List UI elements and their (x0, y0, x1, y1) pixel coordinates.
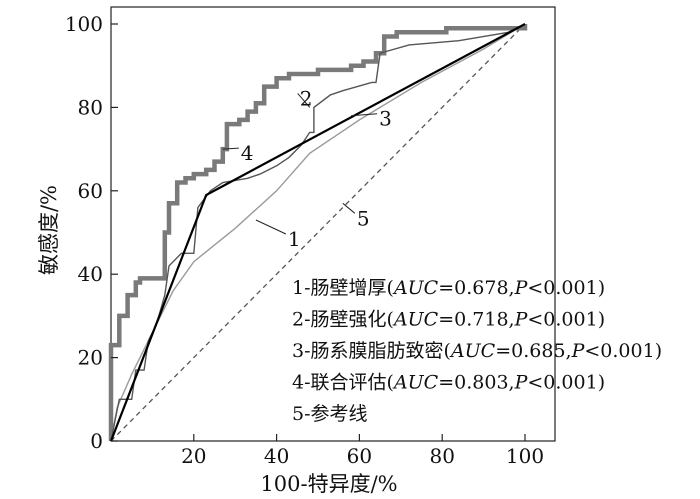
x-tick-label: 20 (181, 444, 206, 468)
roc-curve-3 (109, 23, 526, 442)
y-tick-label: 100 (65, 12, 103, 36)
y-tick-label: 80 (78, 95, 103, 119)
legend-entry-2: 2-肠壁强化(AUC=0.718,P<0.001) (292, 309, 605, 331)
axes: 0 20 40 60 80 100 20 40 60 80 100 (65, 12, 544, 468)
legend: 1-肠壁增厚(AUC=0.678,P<0.001) 2-肠壁强化(AUC=0.71… (292, 277, 662, 425)
curve-label-1: 1 (288, 227, 301, 251)
curve-label-leader (342, 202, 356, 214)
x-tick-label: 40 (264, 444, 289, 468)
roc-curve-5 (110, 23, 526, 442)
curve-label-leader (351, 113, 378, 117)
y-tick-label: 40 (78, 262, 103, 286)
plot-frame (110, 6, 556, 442)
x-axis-label: 100-特异度/% (260, 472, 397, 496)
curve-label-3: 3 (379, 107, 392, 131)
roc-curve-4 (108, 24, 528, 441)
roc-curve-2 (110, 23, 526, 442)
legend-entry-4: 4-联合评估(AUC=0.803,P<0.001) (292, 372, 605, 394)
curve-label-leader (255, 219, 287, 235)
roc-curves (108, 23, 528, 442)
x-tick-label: 60 (347, 444, 372, 468)
roc-curve-1 (110, 23, 526, 442)
curve-label-leader (297, 93, 311, 108)
plot-area (110, 6, 556, 442)
legend-entry-1: 1-肠壁增厚(AUC=0.678,P<0.001) (292, 277, 605, 299)
curve-label-4: 4 (241, 141, 254, 165)
curve-label-2: 2 (300, 86, 313, 110)
y-tick-label: 20 (78, 346, 103, 370)
y-tick-label: 60 (78, 179, 103, 203)
curve-label-leader (222, 147, 239, 150)
legend-entry-3: 3-肠系膜脂肪致密(AUC=0.685,P<0.001) (292, 340, 662, 362)
x-tick-label: 100 (506, 444, 544, 468)
y-tick-label: 0 (90, 429, 103, 453)
y-axis-label: 敏感度/% (37, 185, 61, 275)
curve-label-5: 5 (357, 206, 370, 230)
x-tick-label: 80 (429, 444, 454, 468)
legend-entry-5: 5-参考线 (292, 403, 368, 425)
curve-annotations: 1 2 3 4 5 (222, 86, 392, 251)
